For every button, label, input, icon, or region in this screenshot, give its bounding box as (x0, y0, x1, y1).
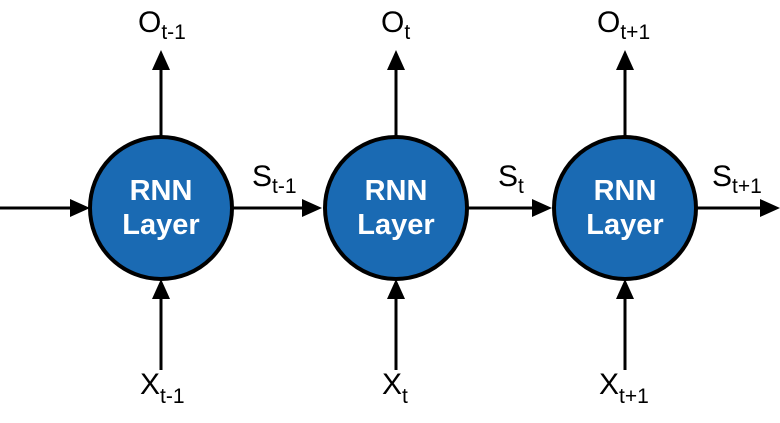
input-label-1-sub: t-1 (160, 385, 185, 408)
input-arrow-1-head (152, 279, 170, 299)
rnn-node-2-label-line2: Layer (357, 209, 434, 241)
state-arrow-3-head (760, 199, 780, 217)
state-in-arrowhead (70, 199, 90, 217)
state-labels: St-1 St St+1 (252, 160, 762, 198)
input-label-1: Xt-1 (140, 368, 185, 408)
output-label-3-base: O (597, 6, 620, 39)
state-label-3: St+1 (712, 160, 762, 198)
rnn-node-1-label-line1: RNN (130, 175, 193, 207)
rnn-node-3: RNN Layer (552, 135, 698, 281)
state-label-2-base: S (498, 160, 518, 193)
output-arrow-1-head (152, 50, 170, 70)
output-arrow-3-head (616, 50, 634, 70)
input-label-2-sub: t (402, 385, 408, 408)
input-arrow-3-head (616, 279, 634, 299)
input-arrow-2-head (387, 279, 405, 299)
input-label-3-base: X (599, 368, 619, 401)
rnn-node-2-circle (323, 135, 469, 281)
state-label-1-base: S (252, 160, 272, 193)
io-edges (152, 50, 634, 370)
rnn-node-2-label-line1: RNN (365, 175, 428, 207)
rnn-node-1-circle (88, 135, 234, 281)
output-label-2-sub: t (404, 21, 410, 44)
output-label-1-base: O (138, 6, 161, 39)
input-label-2-base: X (382, 368, 402, 401)
state-arrow-2-head (532, 199, 552, 217)
output-arrow-2-head (387, 50, 405, 70)
rnn-node-1: RNN Layer (88, 135, 234, 281)
output-label-2: Ot (381, 6, 410, 44)
state-label-1: St-1 (252, 160, 297, 198)
state-label-3-sub: t+1 (732, 175, 762, 198)
state-label-3-base: S (712, 160, 732, 193)
state-label-1-sub: t-1 (272, 175, 297, 198)
input-labels: Xt-1 Xt Xt+1 (140, 368, 649, 408)
output-label-3-sub: t+1 (620, 21, 650, 44)
rnn-node-3-label-line1: RNN (594, 175, 657, 207)
input-label-3-sub: t+1 (619, 385, 649, 408)
state-label-2: St (498, 160, 524, 198)
state-edges (0, 199, 780, 217)
state-label-2-sub: t (518, 175, 524, 198)
rnn-node-3-circle (552, 135, 698, 281)
rnn-node-2: RNN Layer (323, 135, 469, 281)
output-labels: Ot-1 Ot Ot+1 (138, 6, 650, 44)
output-label-3: Ot+1 (597, 6, 650, 44)
state-arrow-1-head (302, 199, 322, 217)
input-label-1-base: X (140, 368, 160, 401)
rnn-node-3-label-line2: Layer (586, 209, 663, 241)
output-label-1-sub: t-1 (161, 21, 186, 44)
input-label-2: Xt (382, 368, 408, 408)
output-label-1: Ot-1 (138, 6, 186, 44)
rnn-node-1-label-line2: Layer (122, 209, 199, 241)
output-label-2-base: O (381, 6, 404, 39)
input-label-3: Xt+1 (599, 368, 649, 408)
